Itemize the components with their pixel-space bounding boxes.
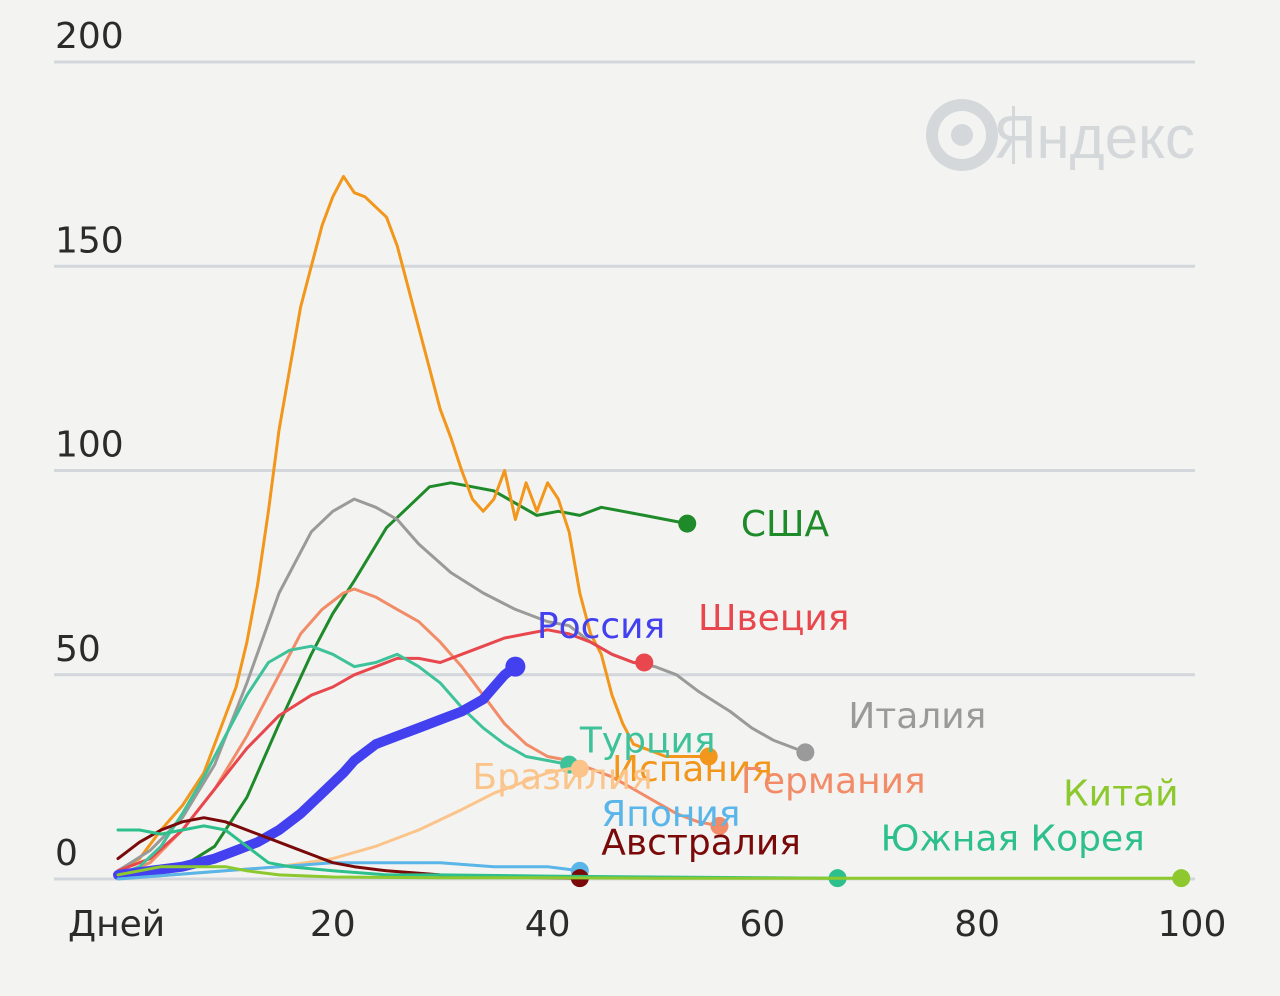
x-tick-label: 80: [954, 904, 1000, 945]
series-label: Бразилия: [472, 757, 652, 798]
series-label: США: [741, 504, 830, 545]
series-end-point: [699, 747, 718, 766]
series-line: [116, 587, 721, 877]
x-axis-ticks: Дней 20 40 60 80 100: [68, 904, 1226, 945]
y-tick-label: 50: [55, 629, 101, 670]
series-label: Швеция: [698, 598, 849, 639]
series-label: Италия: [848, 696, 986, 737]
x-tick-label: 40: [525, 904, 571, 945]
series-line: [113, 661, 521, 880]
series-end-point: [678, 514, 697, 533]
series-label: Австралия: [601, 822, 801, 863]
y-axis-ticks: 0 50 100 150 200: [55, 16, 124, 874]
series-label: Япония: [601, 794, 740, 835]
yandex-logo-icon: [926, 99, 1015, 171]
series-end-point: [710, 816, 729, 835]
x-tick-label: 20: [310, 904, 356, 945]
yandex-watermark: Яндекс: [926, 99, 1195, 171]
series-line: [116, 628, 646, 873]
y-tick-label: 0: [55, 833, 78, 874]
series-line: [138, 481, 689, 877]
x-axis-label: Дней: [68, 904, 165, 945]
y-tick-label: 150: [55, 220, 124, 261]
series-label: Турция: [579, 720, 716, 761]
y-tick-label: 200: [55, 16, 124, 57]
series-layer: [113, 174, 1191, 888]
series-line: [116, 174, 711, 873]
x-tick-label: 100: [1158, 904, 1227, 945]
y-tick-label: 100: [55, 425, 124, 466]
series-end-point: [635, 653, 654, 672]
series-label: Южная Корея: [881, 818, 1145, 859]
series-labels: США Испания Италия Германия Швеция ТурцияБраз…: [472, 504, 1178, 864]
series-line: [116, 644, 571, 877]
series-line: [116, 861, 582, 881]
series-label: Россия: [537, 606, 665, 647]
series-end-point: [796, 743, 815, 762]
series-label: Испания: [612, 749, 773, 790]
series-label: Китай: [1063, 773, 1178, 814]
series-line: [116, 497, 807, 873]
series-label: Германия: [741, 761, 926, 802]
series-end-point: [570, 759, 589, 778]
yandex-watermark-text: Яндекс: [993, 104, 1195, 171]
series-end-point: [505, 656, 526, 677]
series-end-point: [1172, 869, 1191, 888]
x-tick-label: 60: [739, 904, 785, 945]
series-line: [116, 865, 1183, 880]
